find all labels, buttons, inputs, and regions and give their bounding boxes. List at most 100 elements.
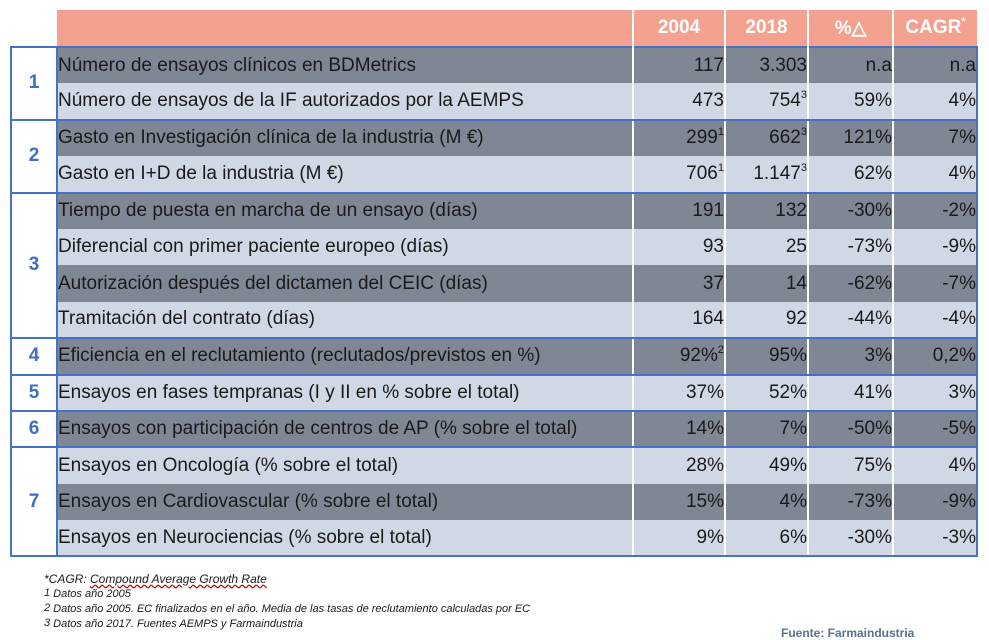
value-pct-change: 3% bbox=[807, 337, 893, 376]
value-2018: 7% bbox=[724, 409, 808, 449]
table-row: 3 Tiempo de puesta en marcha de un ensayo… bbox=[10, 191, 978, 340]
value-2018: 3.303 bbox=[724, 45, 808, 84]
value-2004-text: 9% bbox=[696, 526, 724, 548]
value-2018: 95% bbox=[724, 337, 808, 376]
value-pct-change: 121% bbox=[807, 118, 893, 157]
header-cagr-text: CAGR bbox=[905, 17, 962, 38]
row-label: Eficiencia en el reclutamiento (reclutad… bbox=[56, 337, 633, 376]
header-2018: 2018 bbox=[724, 10, 808, 47]
table-row: 6 Ensayos con participación de centros de… bbox=[10, 409, 978, 449]
value-2004: 37 bbox=[632, 265, 725, 302]
value-2004: 14% bbox=[632, 409, 725, 449]
value-2018-text: 1.147 bbox=[753, 162, 801, 184]
data-table: 2004 2018 %△ CAGR* 1 Número de ensayos cl… bbox=[10, 10, 978, 558]
value-2004: 7061 bbox=[632, 156, 725, 194]
value-cagr: n.a bbox=[892, 45, 978, 84]
value-cagr: -3% bbox=[892, 520, 978, 558]
value-2004: 191 bbox=[632, 191, 725, 229]
group-number: 2 bbox=[10, 118, 58, 194]
value-2018: 92 bbox=[724, 301, 808, 340]
value-2018-text: 754 bbox=[769, 90, 801, 112]
value-2018-text: 3.303 bbox=[759, 54, 807, 76]
value-cagr: 4% bbox=[892, 83, 978, 121]
value-2004: 93 bbox=[632, 228, 725, 266]
value-2018-text: 25 bbox=[785, 236, 807, 258]
value-2018: 49% bbox=[724, 446, 808, 484]
value-2004-text: 117 bbox=[693, 54, 724, 76]
value-cagr: 3% bbox=[892, 373, 978, 412]
value-pct-change: n.a bbox=[807, 45, 893, 84]
footnote-3-text: Datos año 2017. Fuentes AEMPS y Farmaind… bbox=[50, 618, 303, 630]
value-2004-text: 164 bbox=[692, 308, 724, 330]
header-label-cell bbox=[57, 10, 633, 47]
table-row: 7 Ensayos en Oncología (% sobre el total)… bbox=[10, 446, 978, 558]
table-row: 5 Ensayos en fases tempranas (I y II en %… bbox=[10, 373, 978, 412]
value-2018-text: 52% bbox=[768, 381, 807, 403]
value-pct-change: 62% bbox=[807, 156, 893, 194]
value-pct-change: -62% bbox=[807, 265, 893, 302]
value-2018-text: 49% bbox=[768, 454, 807, 476]
table-row: Gasto en I+D de la industria (M €) 7061 1.… bbox=[11, 156, 978, 194]
value-2018-text: 92 bbox=[785, 308, 807, 330]
value-2004-text: 93 bbox=[702, 236, 724, 258]
group-number: 1 bbox=[10, 46, 58, 121]
value-cagr: 4% bbox=[892, 156, 978, 194]
value-2018-text: 95% bbox=[768, 345, 807, 367]
value-2018-note: 3 bbox=[800, 126, 807, 139]
value-2004-text: 37 bbox=[702, 272, 724, 294]
value-2018-text: 6% bbox=[779, 526, 807, 548]
table-row: 1 Número de ensayos clínicos en BDMetrics… bbox=[10, 45, 978, 121]
value-2004: 164 bbox=[632, 301, 725, 340]
value-2018: 52% bbox=[724, 373, 808, 412]
footnote-1: 1 Datos año 2005 bbox=[44, 587, 530, 602]
value-pct-change: -50% bbox=[807, 409, 893, 449]
value-2018-note: 3 bbox=[800, 89, 807, 102]
row-label: Ensayos en Oncología (% sobre el total) bbox=[56, 446, 633, 484]
value-2004: 92%2 bbox=[632, 337, 725, 376]
value-2004-text: 191 bbox=[692, 200, 724, 222]
footnote-1-text: Datos año 2005 bbox=[50, 588, 131, 600]
footnote-cagr: *CAGR: Compound Average Growth Rate bbox=[44, 571, 530, 587]
value-2004-note: 2 bbox=[717, 344, 724, 357]
value-2004-text: 92% bbox=[679, 345, 718, 367]
value-2018: 6% bbox=[724, 520, 808, 558]
table-row: Autorización después del dictamen del CE… bbox=[11, 265, 978, 302]
footnote-1-mark: 1 bbox=[44, 587, 51, 599]
value-cagr: -4% bbox=[892, 301, 978, 340]
row-label: Tramitación del contrato (días) bbox=[56, 301, 633, 340]
footnote-3-mark: 3 bbox=[44, 617, 51, 629]
footnote-2-text: Datos año 2005. EC finalizados en el año… bbox=[50, 603, 531, 615]
value-2004: 473 bbox=[632, 83, 725, 121]
table-row: 4 Eficiencia en el reclutamiento (recluta… bbox=[10, 337, 978, 376]
value-cagr: -9% bbox=[892, 228, 978, 266]
row-label: Ensayos en fases tempranas (I y II en % … bbox=[56, 373, 633, 412]
value-cagr: -9% bbox=[892, 483, 978, 521]
value-pct-change: -30% bbox=[807, 191, 893, 229]
value-2018-text: 4% bbox=[779, 490, 807, 512]
value-2004-text: 14% bbox=[685, 418, 724, 440]
row-label: Ensayos con participación de centros de … bbox=[56, 409, 633, 449]
footnote-cagr-prefix: *CAGR: bbox=[44, 572, 91, 586]
value-2018: 4% bbox=[724, 483, 808, 521]
value-cagr: 4% bbox=[892, 446, 978, 484]
value-2004-text: 15% bbox=[685, 490, 724, 512]
row-label: Gasto en I+D de la industria (M €) bbox=[56, 156, 633, 194]
value-2004: 117 bbox=[632, 45, 725, 84]
value-2004-note: 1 bbox=[717, 161, 724, 174]
table-row: Tramitación del contrato (días) 164 92 -44%… bbox=[11, 301, 978, 340]
value-2004-text: 28% bbox=[685, 454, 724, 476]
row-label: Gasto en Investigación clínica de la ind… bbox=[56, 118, 633, 157]
value-cagr: -7% bbox=[892, 265, 978, 302]
value-cagr: -5% bbox=[892, 409, 978, 449]
row-label: Ensayos en Cardiovascular (% sobre el to… bbox=[56, 483, 633, 521]
value-2018: 14 bbox=[724, 265, 808, 302]
value-2004: 37% bbox=[632, 373, 725, 412]
header-cagr: CAGR* bbox=[892, 10, 977, 47]
table-row: 2 Gasto en Investigación clínica de la in… bbox=[10, 118, 978, 194]
header-blank bbox=[11, 10, 57, 47]
row-label: Tiempo de puesta en marcha de un ensayo … bbox=[56, 191, 633, 229]
value-2004-text: 473 bbox=[692, 90, 724, 112]
footnotes: *CAGR: Compound Average Growth Rate 1 Da… bbox=[44, 571, 530, 632]
header-row: 2004 2018 %△ CAGR* bbox=[11, 10, 977, 47]
value-2018-text: 132 bbox=[775, 200, 807, 222]
